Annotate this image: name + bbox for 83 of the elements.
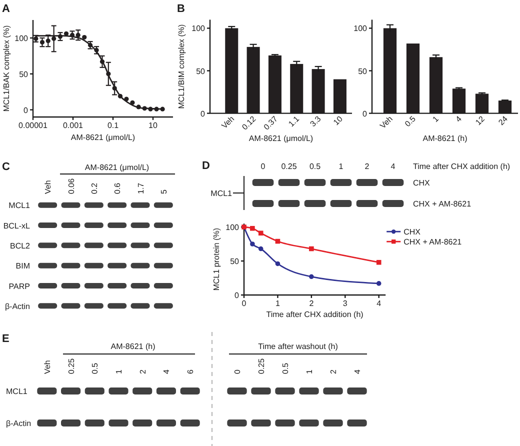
y-axis-title: MCL1 protein (%) (212, 228, 221, 291)
category-label: BCL-xL (3, 221, 30, 230)
category-label: MCL1 (8, 201, 30, 210)
text: D (202, 160, 210, 172)
category-label: 1 (338, 162, 344, 171)
category-label: CHX + AM-8621 (413, 200, 472, 208)
category-label: PARP (8, 282, 30, 291)
x-tick-label: 24 (496, 114, 510, 128)
category-label: 5 (159, 189, 168, 194)
y-tick-label: 50 (230, 257, 240, 266)
category-label: 0.25 (257, 358, 266, 374)
x-tick-label: 12 (474, 114, 487, 128)
x-tick-label: Veh (378, 114, 394, 130)
category-label: Veh (44, 180, 53, 194)
x-tick-label: 2 (309, 299, 314, 308)
category-label: 0.5 (281, 362, 290, 374)
category-label: 2 (329, 369, 338, 374)
x-axis-title: AM-8621 (μmol/L) (70, 133, 136, 142)
text: C (2, 161, 10, 173)
y-tick-label: 50 (19, 70, 29, 79)
x-tick-label: 10 (148, 121, 158, 130)
x-tick-label: 1.1 (286, 114, 302, 129)
y-tick-label: 100 (354, 24, 368, 34)
category-label: 0.5 (309, 162, 322, 171)
x-tick-label: 4 (376, 299, 382, 308)
category-label: 2 (138, 369, 148, 374)
category-label: 0.25 (281, 162, 298, 171)
y-tick-label: 100 (226, 223, 240, 232)
x-tick-label: Veh (220, 114, 236, 130)
category-label: BCL2 (10, 241, 30, 250)
x-tick-label: 0.12 (240, 114, 258, 132)
y-tick-label: 0 (24, 106, 29, 115)
x-tick-label: 1 (275, 299, 280, 308)
category-label: Veh (42, 360, 52, 374)
x-tick-label: 0 (242, 299, 247, 308)
category-label: CHX (413, 178, 430, 188)
category-label: 1.7 (136, 182, 146, 194)
category-label: 0.6 (113, 182, 122, 194)
x-axis-title: AM-8621 (μmol/L) (248, 134, 314, 143)
x-tick-label: 3 (342, 299, 348, 308)
text: AM-8621 (μmol/L) (84, 163, 150, 172)
y-tick-label: 0 (234, 291, 240, 300)
x-tick-label: 0.00001 (18, 121, 48, 130)
x-tick-label: 0.001 (62, 121, 84, 130)
category-label: β-Actin (6, 419, 32, 428)
category-label: 0.2 (90, 182, 99, 194)
x-tick-label: 10 (332, 114, 345, 128)
y-tick-label: 50 (196, 66, 206, 76)
x-tick-label: 4 (454, 114, 464, 124)
text: Time after CHX addition (h) (413, 162, 510, 171)
y-tick-label: 100 (14, 34, 29, 43)
category-label: 4 (390, 162, 396, 171)
category-label: 0.5 (90, 362, 100, 374)
y-tick-label: 100 (192, 24, 206, 34)
legend-label: CHX + AM-8621 (404, 238, 462, 247)
x-axis-title: Time after CHX addition (h) (266, 310, 364, 319)
text: MCL1 (210, 189, 233, 198)
y-tick-label: 50 (358, 66, 368, 76)
x-axis-title: AM-8621 (h) (422, 134, 468, 143)
category-label: BIM (16, 262, 30, 271)
category-label: 2 (364, 162, 370, 171)
x-tick-label: 0.5 (403, 114, 418, 129)
legend-label: CHX (404, 228, 422, 237)
category-label: 0.25 (66, 358, 76, 374)
category-label: 1 (114, 369, 124, 374)
category-label: 4 (162, 369, 172, 374)
x-tick-label: 0.1 (107, 121, 120, 130)
y-axis-title: MCL1/BAK complex (%) (2, 25, 11, 112)
x-tick-label: 1 (430, 114, 441, 124)
category-label: MCL1 (6, 387, 28, 396)
y-axis-title: MCL1/BIM complex (%) (177, 24, 186, 109)
chart-title: B (177, 3, 185, 15)
text: Time after washout (h) (258, 342, 338, 351)
text: AM-8621 (h) (110, 342, 156, 351)
category-label: 0.06 (66, 178, 76, 194)
x-tick-label: 3.3 (308, 114, 324, 129)
category-label: β-Actin (4, 302, 30, 311)
chart-title: A (2, 3, 10, 15)
category-label: 4 (353, 369, 362, 374)
text: E (2, 333, 10, 345)
category-label: 6 (186, 369, 196, 374)
category-label: 1 (305, 369, 314, 374)
category-label: 0 (260, 162, 266, 171)
